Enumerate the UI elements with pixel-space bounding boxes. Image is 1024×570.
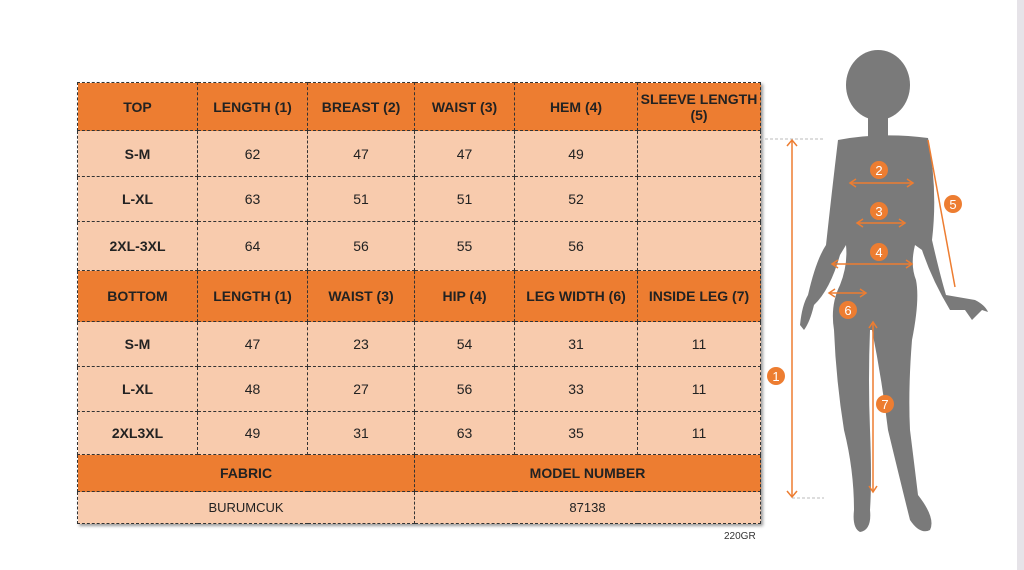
fabric-label: FABRIC [77, 454, 415, 492]
table-cell: 62 [197, 130, 308, 177]
marker-label: 3 [875, 204, 882, 219]
marker-label: 4 [875, 245, 882, 260]
model-label: MODEL NUMBER [414, 454, 761, 492]
marker-label: 1 [772, 369, 779, 384]
table-cell [637, 176, 761, 222]
table-cell: BOTTOM [77, 270, 198, 322]
table-cell: 55 [414, 221, 515, 271]
table-cell: LENGTH (1) [197, 270, 308, 322]
table-cell: 27 [307, 366, 415, 412]
table-cell: 56 [414, 366, 515, 412]
table-cell: 56 [514, 221, 638, 271]
body-measurement-figure: 1 2 3 4 5 6 7 [760, 50, 988, 532]
marker-circle [839, 301, 857, 319]
table-cell: 64 [197, 221, 308, 271]
table-cell: 2XL3XL [77, 411, 198, 455]
table-row: 2XL-3XL 64 56 55 56 [77, 221, 761, 271]
table-cell: HEM (4) [514, 82, 638, 131]
header-row: TOP LENGTH (1) BREAST (2) WAIST (3) HEM (4) S… [77, 82, 761, 131]
table-cell: S-M [77, 130, 198, 177]
table-cell: L-XL [77, 176, 198, 222]
table-cell: BREAST (2) [307, 82, 415, 131]
table-cell: 56 [307, 221, 415, 271]
marker-label: 5 [949, 197, 956, 212]
size-chart-table: TOP LENGTH (1) BREAST (2) WAIST (3) HEM (4) S… [77, 82, 761, 524]
table-cell: SLEEVE LENGTH (5) [637, 82, 761, 131]
marker-label: 2 [875, 163, 882, 178]
table-cell: 33 [514, 366, 638, 412]
table-cell: 11 [637, 366, 761, 412]
marker-circle [870, 243, 888, 261]
table-cell: INSIDE LEG (7) [637, 270, 761, 322]
table-row: 2XL3XL 49 31 63 35 11 [77, 411, 761, 455]
table-cell: TOP [77, 82, 198, 131]
marker-circle [870, 161, 888, 179]
header-row: BOTTOM LENGTH (1) WAIST (3) HIP (4) LEG WIDT… [77, 270, 761, 322]
marker-circle [944, 195, 962, 213]
table-cell: WAIST (3) [307, 270, 415, 322]
table-cell: WAIST (3) [414, 82, 515, 131]
table-cell: HIP (4) [414, 270, 515, 322]
table-cell: 49 [197, 411, 308, 455]
table-row: BURUMCUK 87138 [77, 491, 761, 524]
measurement-markers: 1 2 3 4 5 6 7 [767, 161, 962, 413]
table-cell: 23 [307, 321, 415, 367]
table-cell: LENGTH (1) [197, 82, 308, 131]
table-cell: 47 [197, 321, 308, 367]
fabric: BURUMCUK [77, 491, 415, 524]
model: 87138 [414, 491, 761, 524]
table-row: S-M 62 47 47 49 [77, 130, 761, 177]
table-cell: L-XL [77, 366, 198, 412]
table-cell: LEG WIDTH (6) [514, 270, 638, 322]
table-cell [637, 221, 761, 271]
table-cell [637, 130, 761, 177]
table-cell: 51 [414, 176, 515, 222]
table-cell: 47 [307, 130, 415, 177]
table-cell: 48 [197, 366, 308, 412]
table-cell: 11 [637, 321, 761, 367]
table-cell: S-M [77, 321, 198, 367]
table-cell: 31 [514, 321, 638, 367]
table-cell: 35 [514, 411, 638, 455]
marker-label: 7 [881, 397, 888, 412]
table-row: L-XL 63 51 51 52 [77, 176, 761, 222]
table-cell: 31 [307, 411, 415, 455]
measurement-arrows [760, 138, 956, 499]
table-cell: 47 [414, 130, 515, 177]
table-cell: 63 [197, 176, 308, 222]
silhouette [800, 50, 988, 532]
table-row: L-XL 48 27 56 33 11 [77, 366, 761, 412]
marker-circle [767, 367, 785, 385]
marker-circle [870, 202, 888, 220]
table-cell: 2XL-3XL [77, 221, 198, 271]
table-row: S-M 47 23 54 31 11 [77, 321, 761, 367]
table-cell: 51 [307, 176, 415, 222]
table-cell: 52 [514, 176, 638, 222]
weight-label: 220GR [724, 531, 756, 542]
marker-circle [876, 395, 894, 413]
table-cell: 49 [514, 130, 638, 177]
header-row: FABRIC MODEL NUMBER [77, 454, 761, 492]
table-cell: 54 [414, 321, 515, 367]
marker-label: 6 [844, 303, 851, 318]
table-cell: 63 [414, 411, 515, 455]
table-cell: 11 [637, 411, 761, 455]
scrollbar[interactable] [1017, 0, 1024, 570]
